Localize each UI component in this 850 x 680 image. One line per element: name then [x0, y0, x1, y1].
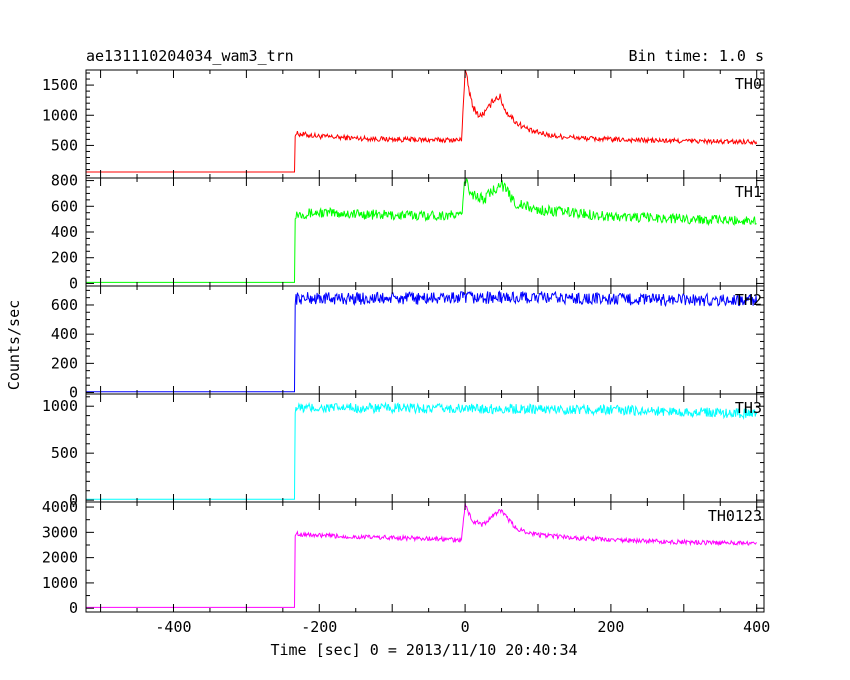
y-tick-label: 3000: [42, 523, 78, 541]
panel-frame: [85, 177, 765, 287]
x-tick-label: 400: [743, 618, 770, 636]
y-tick-label: 1000: [42, 397, 78, 415]
chart-title: ae131110204034_wam3_trn: [86, 47, 294, 65]
x-tick-label: -200: [301, 618, 337, 636]
panels: 500 1000 1500 TH0 0 200 400 600 800 TH1 0 200 400 600…: [42, 69, 770, 636]
panel-frame: [85, 285, 765, 395]
y-tick-label: 200: [51, 249, 78, 267]
panel-th0: 500 1000 1500 TH0: [42, 69, 765, 179]
x-axis-label: Time [sec] 0 = 2013/11/10 20:40:34: [270, 641, 577, 659]
y-tick-label: 600: [51, 296, 78, 314]
y-tick-label: 0: [69, 491, 78, 509]
panel-label-th2: TH2: [735, 291, 762, 309]
panel-label-th0: TH0: [735, 75, 762, 93]
panel-label-th3: TH3: [735, 399, 762, 417]
y-tick-label: 4000: [42, 498, 78, 516]
y-tick-label: 1000: [42, 106, 78, 124]
y-tick-label: 800: [51, 172, 78, 190]
series-line-th0123: [86, 502, 758, 608]
y-tick-label: 400: [51, 325, 78, 343]
y-axis-label: Counts/sec: [5, 300, 23, 390]
panel-label-th1: TH1: [735, 183, 762, 201]
panel-th0123: 0 1000 2000 3000 4000 TH0123: [42, 498, 765, 617]
y-tick-label: 2000: [42, 549, 78, 567]
panel-th1: 0 200 400 600 800 TH1: [51, 172, 765, 292]
y-tick-label: 0: [69, 384, 78, 402]
series-line-th1: [86, 177, 757, 283]
series-line-th3: [86, 401, 758, 500]
x-tick-label: 0: [461, 618, 470, 636]
y-tick-label: 0: [69, 274, 78, 292]
y-tick-label: 400: [51, 223, 78, 241]
series-line-th2: [86, 290, 758, 393]
panel-th2: 0 200 400 600 TH2: [51, 285, 765, 402]
y-tick-label: 500: [51, 444, 78, 462]
panel-frame: [85, 501, 765, 613]
y-tick-label: 500: [51, 136, 78, 154]
y-tick-label: 600: [51, 197, 78, 215]
panel-th3: 0 500 1000 TH3: [42, 393, 765, 509]
bin-time-label: Bin time: 1.0 s: [629, 47, 764, 65]
panel-label-th0123: TH0123: [708, 507, 762, 525]
panel-frame: [85, 69, 765, 179]
y-tick-label: 1000: [42, 574, 78, 592]
x-tick-label: -400: [155, 618, 191, 636]
y-tick-label: 200: [51, 354, 78, 372]
x-tick-label: 200: [597, 618, 624, 636]
y-tick-label: 1500: [42, 76, 78, 94]
y-tick-label: 0: [69, 599, 78, 617]
series-line-th0: [86, 69, 758, 173]
